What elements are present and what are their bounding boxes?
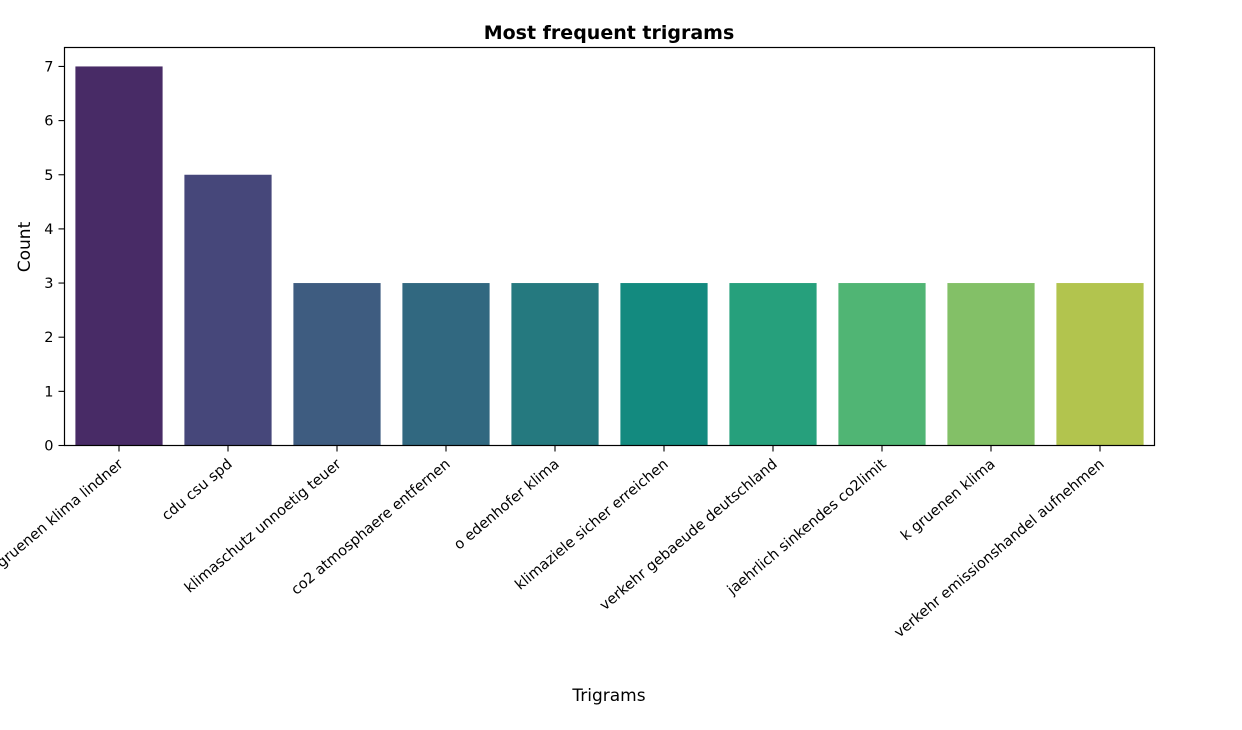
chart-title: Most frequent trigrams: [484, 22, 735, 44]
x-tick-label: gruenen klima lindner: [0, 456, 127, 571]
x-tick-label: verkehr emissionshandel aufnehmen: [892, 456, 1108, 641]
x-axis-title: Trigrams: [571, 686, 645, 706]
y-tick-label: 5: [44, 168, 53, 184]
x-tick-label: k gruenen klima: [898, 456, 998, 544]
x-tick-label: cdu csu spd: [159, 456, 235, 524]
bar-9: [947, 283, 1035, 446]
y-tick-label: 7: [44, 59, 53, 75]
y-tick-label: 1: [44, 384, 53, 400]
bars-layer: [75, 66, 1144, 446]
bar-2: [184, 174, 272, 446]
bar-10: [1056, 283, 1144, 446]
y-tick-label: 4: [44, 222, 53, 238]
x-tick-label: verkehr gebaeude deutschland: [597, 456, 780, 614]
y-tick-label: 3: [44, 276, 53, 292]
y-tick-label: 0: [44, 439, 53, 455]
bar-8: [838, 283, 926, 446]
x-axis: gruenen klima lindner cdu csu spdklimasch…: [0, 445, 1108, 641]
y-axis: 0 1 2 3 4 5 6 7: [44, 59, 65, 455]
bar-6: [620, 283, 708, 446]
bar-3: [293, 283, 381, 446]
bar-7: [729, 283, 817, 446]
y-tick-label: 6: [44, 114, 53, 130]
bar-5: [511, 283, 599, 446]
plot-frame: [63, 46, 1156, 447]
x-tick-label: o edenhofer klima: [451, 456, 562, 553]
y-axis-title: Count: [15, 221, 35, 272]
bar-4: [402, 283, 490, 446]
bar-1: [75, 66, 163, 446]
y-tick-label: 2: [44, 330, 53, 346]
